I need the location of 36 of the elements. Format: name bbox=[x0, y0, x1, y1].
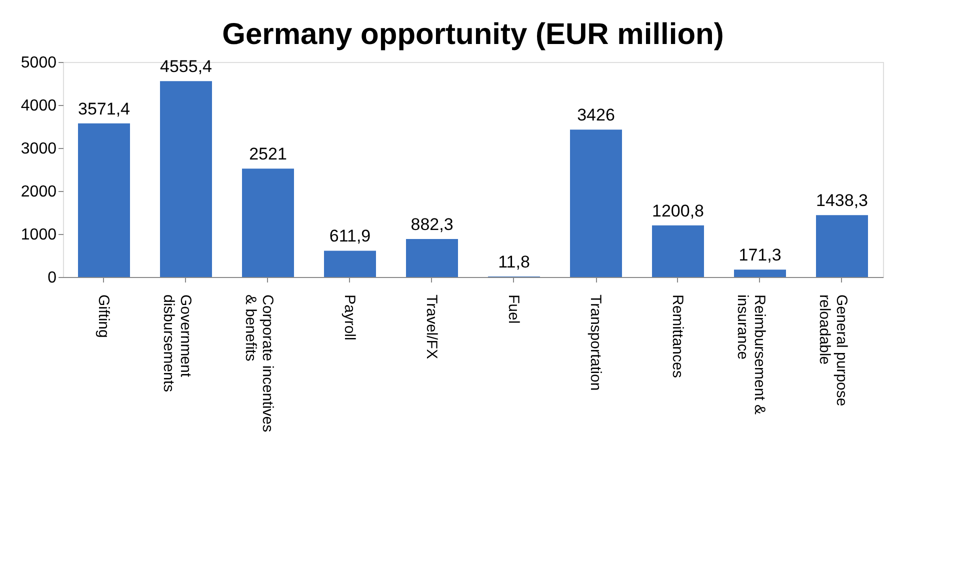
x-tick-label: Remittances bbox=[669, 294, 686, 378]
x-tick-label: Transportation bbox=[587, 294, 604, 391]
bar bbox=[734, 270, 786, 277]
x-tick-label: Corporate incentives & benefits bbox=[242, 294, 276, 432]
x-tick-label: General purpose reloadable bbox=[816, 294, 850, 406]
chart-title: Germany opportunity (EUR million) bbox=[222, 18, 724, 51]
bar bbox=[324, 250, 376, 277]
bar bbox=[652, 225, 704, 277]
x-tick-label: Travel/FX bbox=[423, 294, 440, 359]
x-tick-label: Government disbursements bbox=[160, 294, 194, 392]
data-label: 171,3 bbox=[738, 246, 782, 265]
x-tick-label: Payroll bbox=[341, 294, 358, 340]
data-label: 3426 bbox=[577, 106, 615, 125]
bar bbox=[242, 168, 294, 277]
y-tick-label: 1000 bbox=[20, 226, 57, 244]
y-tick-label: 0 bbox=[48, 270, 57, 286]
data-label: 882,3 bbox=[410, 215, 454, 234]
bar bbox=[570, 130, 622, 277]
x-tick-label: Gifting bbox=[95, 294, 112, 338]
y-tick-label: 3000 bbox=[20, 140, 57, 158]
bar bbox=[406, 239, 458, 277]
x-tick-label: Reimbursement & insurance bbox=[734, 294, 768, 415]
y-tick-label: 4000 bbox=[20, 98, 57, 114]
bar bbox=[816, 215, 868, 277]
bar bbox=[160, 81, 212, 277]
y-tick-label: 2000 bbox=[20, 184, 57, 200]
data-label: 2521 bbox=[249, 144, 287, 164]
y-tick-label: 5000 bbox=[20, 54, 57, 72]
data-label: 3571,4 bbox=[78, 99, 130, 118]
data-label: 4555,4 bbox=[160, 57, 212, 76]
data-label: 1438,3 bbox=[816, 191, 868, 210]
bar bbox=[78, 123, 130, 277]
data-label: 11,8 bbox=[498, 252, 530, 272]
data-label: 611,9 bbox=[329, 226, 371, 246]
x-tick-label: Fuel bbox=[505, 294, 522, 324]
data-label: 1200,8 bbox=[652, 201, 704, 220]
